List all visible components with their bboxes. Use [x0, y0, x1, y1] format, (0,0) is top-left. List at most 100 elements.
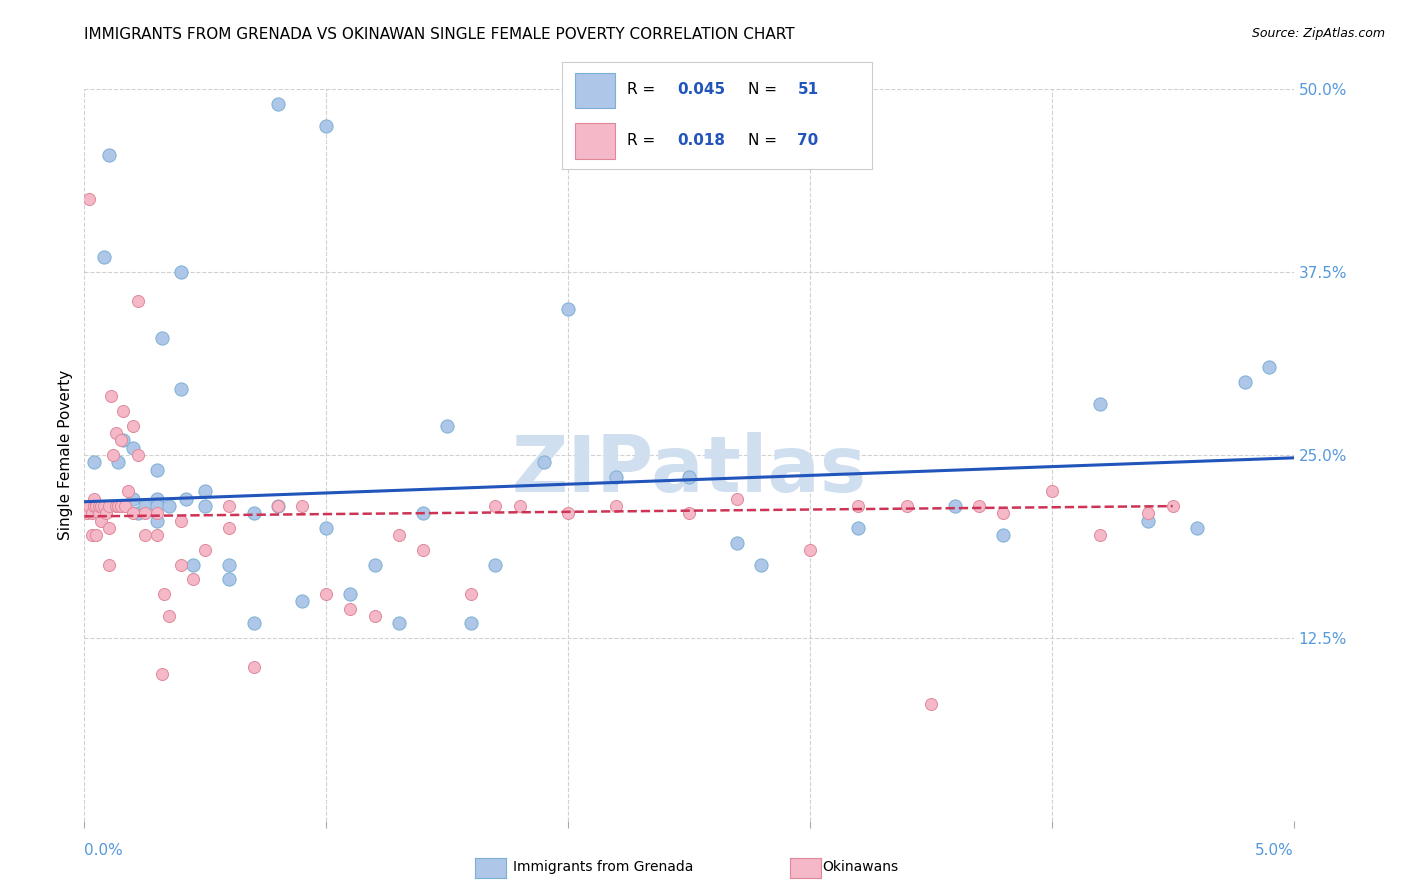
- Point: [153, 587, 176, 601]
- Point: [678, 470, 700, 484]
- Point: [103, 448, 125, 462]
- Point: [117, 484, 139, 499]
- Text: Immigrants from Grenada: Immigrants from Grenada: [513, 860, 693, 874]
- Point: [121, 507, 143, 521]
- Point: [110, 434, 132, 448]
- Point: [146, 514, 169, 528]
- Point: [97, 558, 120, 572]
- Point: [150, 331, 173, 345]
- Point: [112, 404, 135, 418]
- Point: [170, 382, 193, 396]
- Point: [388, 616, 411, 631]
- Text: 0.0%: 0.0%: [84, 843, 124, 858]
- Point: [943, 499, 966, 513]
- Point: [315, 587, 337, 601]
- Point: [339, 601, 361, 615]
- Point: [170, 558, 193, 572]
- Point: [363, 608, 385, 623]
- Point: [751, 558, 773, 572]
- Point: [1040, 484, 1063, 499]
- Point: [83, 455, 105, 469]
- Point: [107, 499, 129, 513]
- Point: [533, 455, 555, 469]
- Point: [412, 507, 434, 521]
- Y-axis label: Single Female Poverty: Single Female Poverty: [58, 370, 73, 540]
- Point: [104, 425, 127, 440]
- Point: [170, 265, 193, 279]
- Point: [242, 507, 264, 521]
- Point: [967, 499, 990, 513]
- Point: [134, 507, 156, 521]
- Point: [725, 535, 748, 549]
- Point: [170, 514, 193, 528]
- Point: [218, 521, 240, 535]
- Point: [1137, 507, 1160, 521]
- Point: [1234, 375, 1257, 389]
- Point: [846, 521, 869, 535]
- Point: [157, 499, 180, 513]
- Point: [315, 119, 337, 133]
- Point: [1088, 397, 1111, 411]
- Point: [97, 499, 120, 513]
- Text: 5.0%: 5.0%: [1254, 843, 1294, 858]
- Point: [157, 608, 180, 623]
- Point: [218, 572, 240, 586]
- Text: N =: N =: [748, 82, 782, 97]
- Point: [80, 528, 103, 542]
- Text: N =: N =: [748, 133, 782, 147]
- Point: [134, 528, 156, 542]
- Point: [194, 543, 217, 558]
- Point: [388, 528, 411, 542]
- Point: [114, 499, 136, 513]
- Point: [1088, 528, 1111, 542]
- Point: [83, 491, 105, 506]
- Point: [121, 441, 143, 455]
- Text: Okinawans: Okinawans: [823, 860, 898, 874]
- Point: [127, 294, 149, 309]
- Point: [181, 558, 204, 572]
- Text: R =: R =: [627, 133, 661, 147]
- Point: [993, 528, 1015, 542]
- Point: [127, 448, 149, 462]
- Point: [97, 148, 120, 162]
- Point: [194, 484, 217, 499]
- Point: [146, 462, 169, 476]
- Point: [605, 470, 627, 484]
- Point: [112, 434, 135, 448]
- Point: [104, 499, 127, 513]
- Point: [90, 499, 112, 513]
- Point: [76, 507, 98, 521]
- Point: [93, 499, 115, 513]
- Text: 0.045: 0.045: [676, 82, 725, 97]
- Point: [267, 96, 290, 111]
- Point: [557, 301, 579, 316]
- Point: [799, 543, 821, 558]
- Text: ZIPatlas: ZIPatlas: [512, 432, 866, 508]
- Point: [412, 543, 434, 558]
- Point: [1185, 521, 1208, 535]
- Point: [83, 499, 105, 513]
- Text: Source: ZipAtlas.com: Source: ZipAtlas.com: [1251, 27, 1385, 40]
- Point: [291, 499, 314, 513]
- Point: [174, 491, 197, 506]
- Point: [194, 499, 217, 513]
- Point: [267, 499, 290, 513]
- Point: [146, 491, 169, 506]
- Point: [1258, 360, 1281, 375]
- Point: [87, 499, 110, 513]
- Text: 70: 70: [797, 133, 818, 147]
- Point: [460, 587, 482, 601]
- Text: 0.018: 0.018: [676, 133, 725, 147]
- Point: [87, 507, 110, 521]
- Point: [100, 389, 122, 403]
- Point: [725, 491, 748, 506]
- Point: [436, 418, 458, 433]
- Point: [97, 521, 120, 535]
- Point: [460, 616, 482, 631]
- Text: 51: 51: [797, 82, 818, 97]
- Point: [146, 507, 169, 521]
- Point: [121, 418, 143, 433]
- Point: [107, 455, 129, 469]
- Point: [291, 594, 314, 608]
- Point: [146, 528, 169, 542]
